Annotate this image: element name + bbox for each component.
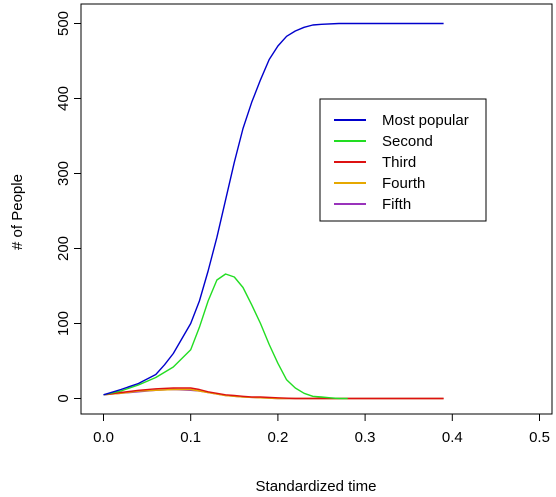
y-tick-label: 0: [55, 394, 72, 402]
y-axis-title: # of People: [9, 174, 26, 250]
y-tick-label: 100: [55, 311, 72, 336]
legend-label-2: Second: [382, 133, 433, 150]
plot-frame: [80, 3, 553, 415]
x-tick-label: 0.1: [180, 429, 201, 446]
y-tick-label: 300: [55, 161, 72, 186]
x-tick-label: 0.4: [442, 429, 463, 446]
legend-label-3: Third: [382, 154, 416, 171]
legend-label-4: Fourth: [382, 175, 425, 192]
y-tick-label: 500: [55, 11, 72, 36]
series-layer: [103, 22, 444, 400]
legend-label-5: Fifth: [382, 196, 411, 213]
series-line-1: [103, 22, 444, 396]
y-axis: 0 100 200 300 400 500: [55, 11, 81, 403]
x-tick-label: 0.3: [355, 429, 376, 446]
x-tick-label: 0.2: [267, 429, 288, 446]
y-tick-label: 400: [55, 86, 72, 111]
x-axis-title: Standardized time: [256, 478, 377, 495]
legend: Most popular Second Third Fourth Fifth: [319, 98, 487, 222]
x-axis: 0.0 0.1 0.2 0.3 0.4 0.5: [93, 414, 550, 446]
series-line-2: [103, 273, 348, 400]
x-tick-label: 0.5: [529, 429, 550, 446]
legend-label-1: Most popular: [382, 112, 469, 129]
y-tick-label: 200: [55, 236, 72, 261]
x-tick-label: 0.0: [93, 429, 114, 446]
series-line-3: [103, 387, 444, 400]
